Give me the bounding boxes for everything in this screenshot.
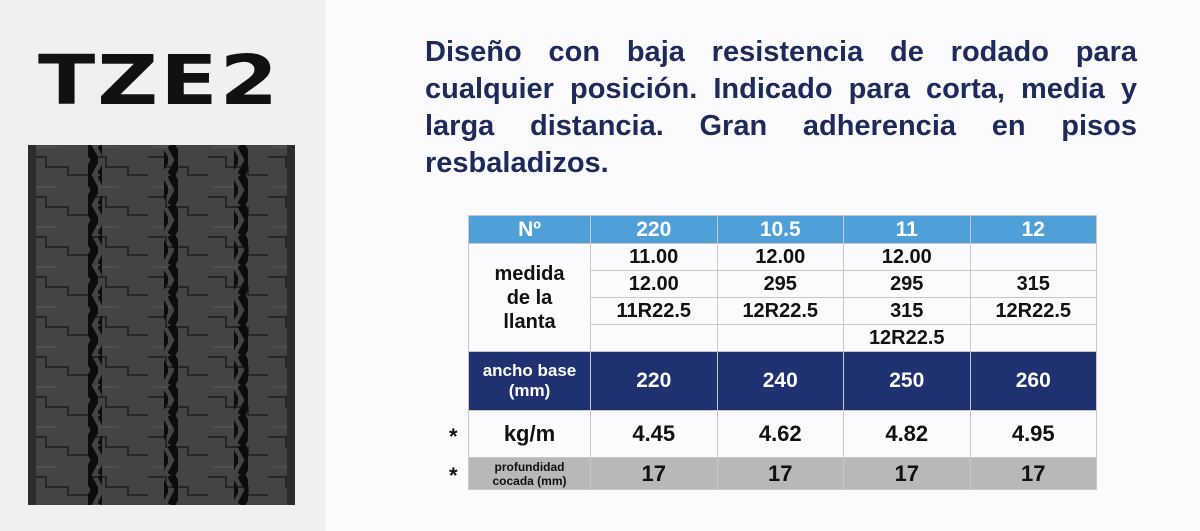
weight-row: kg/m 4.45 4.62 4.82 4.95 bbox=[468, 410, 1097, 458]
header-cell: Nº bbox=[468, 215, 591, 244]
footnote-marker: * bbox=[449, 463, 458, 488]
cell: 220 bbox=[590, 351, 718, 411]
cell bbox=[969, 324, 1097, 352]
cell: 4.95 bbox=[969, 410, 1097, 458]
depth-row: profundidad cocada (mm) 17 17 17 17 bbox=[468, 457, 1097, 490]
cell: 315 bbox=[969, 270, 1097, 298]
row-label: ancho base (mm) bbox=[468, 351, 591, 411]
width-row: ancho base (mm) 220 240 250 260 bbox=[468, 351, 1097, 411]
cell: 250 bbox=[843, 351, 971, 411]
cell: 4.45 bbox=[590, 410, 718, 458]
header-cell: 220 bbox=[590, 215, 718, 244]
tread-image bbox=[28, 145, 295, 505]
cell: 17 bbox=[969, 457, 1097, 490]
cell: 260 bbox=[969, 351, 1097, 411]
description: Diseño con baja resistencia de rodado pa… bbox=[425, 36, 1137, 179]
row-label: profundidad cocada (mm) bbox=[468, 457, 591, 490]
cell: 17 bbox=[716, 457, 844, 490]
cell: 11R22.5 bbox=[590, 297, 718, 325]
cell: 17 bbox=[590, 457, 718, 490]
header-cell: 11 bbox=[843, 215, 971, 244]
cell bbox=[969, 243, 1097, 271]
size-row: 12.00 295 295 315 bbox=[469, 270, 1097, 298]
footnote-marker: * bbox=[449, 424, 458, 449]
cell: 4.62 bbox=[716, 410, 844, 458]
cell: 12R22.5 bbox=[843, 324, 971, 352]
product-title: TZE2 bbox=[38, 40, 281, 121]
cell: 12R22.5 bbox=[716, 297, 844, 325]
cell: 12.00 bbox=[716, 243, 844, 271]
cell: 12.00 bbox=[843, 243, 971, 271]
size-row: medida de la llanta 11.00 12.00 12.00 bbox=[468, 243, 1097, 352]
header-cell: 10.5 bbox=[716, 215, 844, 244]
header-cell: 12 bbox=[969, 215, 1097, 244]
size-row: 12R22.5 bbox=[469, 324, 1097, 352]
cell: 295 bbox=[716, 270, 844, 298]
header-row: Nº 220 10.5 11 12 bbox=[468, 215, 1097, 244]
spec-table: Nº 220 10.5 11 12 medida de la llanta 11… bbox=[468, 215, 1097, 490]
cell: 11.00 bbox=[590, 243, 718, 271]
row-label: kg/m bbox=[468, 410, 591, 458]
row-label: medida de la llanta bbox=[468, 243, 591, 352]
cell: 17 bbox=[843, 457, 971, 490]
cell: 12.00 bbox=[590, 270, 718, 298]
cell bbox=[590, 324, 718, 352]
cell: 315 bbox=[843, 297, 971, 325]
size-row: 11R22.5 12R22.5 315 12R22.5 bbox=[469, 297, 1097, 325]
product-panel: TZE2 bbox=[0, 0, 325, 531]
cell: 4.82 bbox=[843, 410, 971, 458]
cell bbox=[716, 324, 844, 352]
cell: 295 bbox=[843, 270, 971, 298]
cell: 240 bbox=[716, 351, 844, 411]
cell: 12R22.5 bbox=[969, 297, 1097, 325]
